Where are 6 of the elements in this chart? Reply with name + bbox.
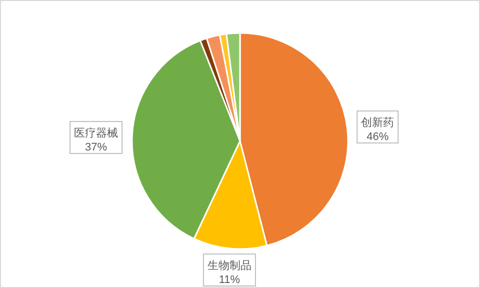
slice-label: 医疗器械 bbox=[74, 126, 118, 140]
data-label: 11% bbox=[218, 274, 240, 286]
data-label: 46% bbox=[366, 130, 389, 143]
slice-label: 生物制品 bbox=[207, 259, 252, 272]
slice-label: 创新药 bbox=[361, 116, 394, 129]
data-label: 37% bbox=[85, 141, 108, 154]
